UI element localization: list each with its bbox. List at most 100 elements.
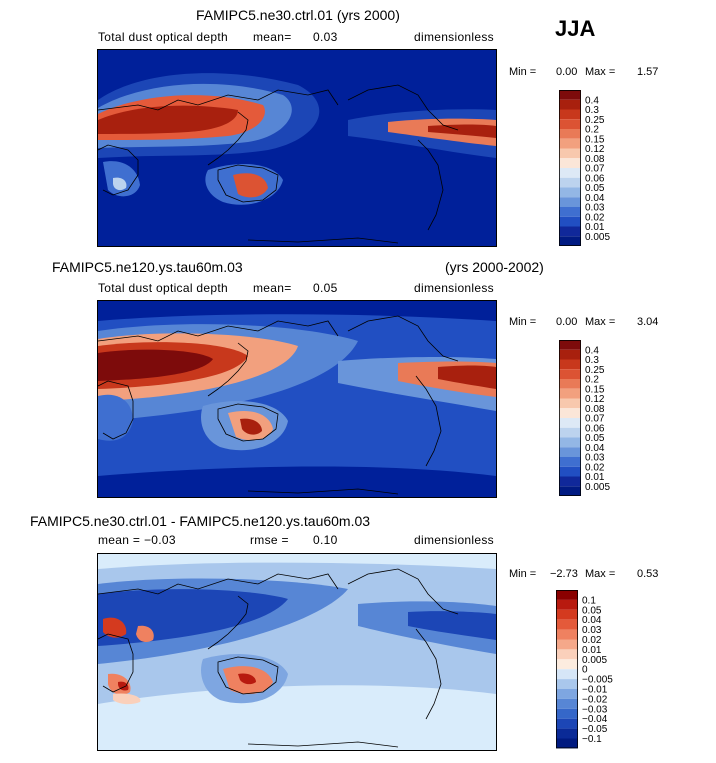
panel3-max-value: 0.53 [637, 568, 659, 580]
colorbar-swatch [559, 427, 581, 438]
colorbar-swatch [556, 718, 578, 729]
panel3-rmse-value: 0.10 [313, 533, 338, 547]
colorbar-swatch [559, 158, 581, 168]
panel2-units: dimensionless [414, 281, 494, 295]
panel2-years: (yrs 2000-2002) [445, 259, 544, 275]
colorbar-label: 0.02 [585, 212, 605, 223]
colorbar-swatch [559, 177, 581, 188]
colorbar-label: 0.3 [585, 105, 599, 116]
colorbar-label: −0.04 [582, 714, 608, 725]
panel3-min-value: −2.73 [550, 568, 578, 580]
colorbar-swatch [559, 379, 581, 389]
colorbar-swatch [559, 447, 581, 457]
panel1-colorbar: 0.40.30.250.20.150.120.080.070.060.050.0… [559, 90, 610, 246]
panel1-max-value: 1.57 [637, 66, 659, 78]
panel3-max-label: Max = [585, 568, 616, 580]
panel3-difference-field [98, 562, 496, 705]
colorbar-swatch [559, 187, 581, 198]
panel2-mean-value: 0.05 [313, 281, 338, 295]
colorbar-swatch [556, 738, 578, 749]
colorbar-swatch [559, 408, 581, 418]
colorbar-label: 0.005 [582, 655, 607, 666]
panel3-min-label: Min = [509, 568, 537, 580]
panel2-map [97, 300, 497, 498]
colorbar-label: 0.02 [582, 635, 602, 646]
colorbar-label: 0.02 [585, 462, 605, 473]
colorbar-swatch [556, 590, 578, 600]
colorbar-swatch [559, 476, 581, 487]
colorbar-label: −0.005 [582, 675, 613, 686]
colorbar-swatch [559, 168, 581, 178]
panel1-max-label: Max = [585, 66, 616, 78]
panel3-mean-label: mean = [98, 533, 141, 547]
panel2-min-value: 0.00 [556, 316, 578, 328]
colorbar-swatch [556, 689, 578, 699]
colorbar-label: −0.05 [582, 724, 608, 735]
colorbar-label: 0.07 [585, 164, 605, 175]
colorbar-label: 0.05 [582, 605, 602, 616]
panel3-colorbar: 0.10.050.040.030.020.010.0050−0.005−0.01… [556, 590, 613, 749]
colorbar-label: 0.15 [585, 384, 605, 395]
colorbar-swatch [559, 119, 581, 129]
colorbar-swatch [559, 349, 581, 360]
colorbar-swatch [559, 236, 581, 246]
panel3-rmse-label: rmse = [250, 533, 289, 547]
colorbar-label: 0.06 [585, 173, 605, 184]
colorbar-swatch [559, 466, 581, 477]
panel1-field-label: Total dust optical depth [98, 30, 228, 44]
colorbar-label: 0.05 [585, 183, 605, 194]
colorbar-label: 0.04 [585, 193, 605, 204]
colorbar-swatch [556, 679, 578, 689]
colorbar-swatch [559, 197, 581, 207]
season-label: JJA [555, 16, 596, 41]
colorbar-label: −0.1 [582, 734, 602, 745]
colorbar-swatch [556, 619, 578, 630]
colorbar-label: 0.3 [585, 355, 599, 366]
colorbar-label: 0 [582, 665, 588, 676]
colorbar-swatch [556, 659, 578, 670]
colorbar-label: 0.03 [582, 625, 602, 636]
colorbar-label: −0.02 [582, 694, 608, 705]
colorbar-swatch [556, 649, 578, 660]
colorbar-label: 0.005 [585, 482, 610, 493]
colorbar-swatch [559, 216, 581, 227]
colorbar-swatch [559, 207, 581, 217]
panel2-coastlines [98, 315, 459, 495]
colorbar-label: 0.1 [582, 595, 596, 606]
panel2-colorbar: 0.40.30.250.20.150.120.080.070.060.050.0… [559, 340, 610, 496]
panel1-map [97, 49, 497, 247]
colorbar-swatch [559, 359, 581, 370]
panel3-units: dimensionless [414, 533, 494, 547]
colorbar-swatch [559, 90, 581, 100]
colorbar-label: 0.01 [585, 222, 605, 233]
colorbar-label: 0.06 [585, 423, 605, 434]
colorbar-label: 0.01 [585, 472, 605, 483]
panel2-max-label: Max = [585, 316, 616, 328]
colorbar-label: 0.12 [585, 144, 605, 155]
colorbar-label: 0.04 [585, 443, 605, 454]
colorbar-label: 0.15 [585, 134, 605, 145]
colorbar-swatch [559, 99, 581, 110]
panel1-title: FAMIPC5.ne30.ctrl.01 (yrs 2000) [196, 7, 400, 23]
panel2-field-label: Total dust optical depth [98, 281, 228, 295]
colorbar-label: 0.01 [582, 645, 602, 656]
colorbar-label: 0.4 [585, 345, 599, 356]
panel1-dust-plumes [98, 73, 496, 205]
colorbar-swatch [559, 340, 581, 350]
colorbar-label: 0.2 [585, 125, 599, 136]
panel2-mean-label: mean= [253, 281, 292, 295]
colorbar-swatch [556, 639, 578, 650]
panel1-mean-value: 0.03 [313, 30, 338, 44]
colorbar-label: 0.2 [585, 375, 599, 386]
colorbar-label: 0.4 [585, 95, 599, 106]
panel3-coastlines [98, 568, 459, 748]
panel1-coastlines [98, 84, 459, 244]
colorbar-swatch [559, 388, 581, 399]
colorbar-swatch [556, 669, 578, 680]
colorbar-swatch [556, 599, 578, 610]
colorbar-swatch [559, 486, 581, 496]
colorbar-swatch [559, 398, 581, 409]
colorbar-label: 0.005 [585, 232, 610, 243]
colorbar-swatch [556, 728, 578, 739]
colorbar-swatch [559, 369, 581, 379]
